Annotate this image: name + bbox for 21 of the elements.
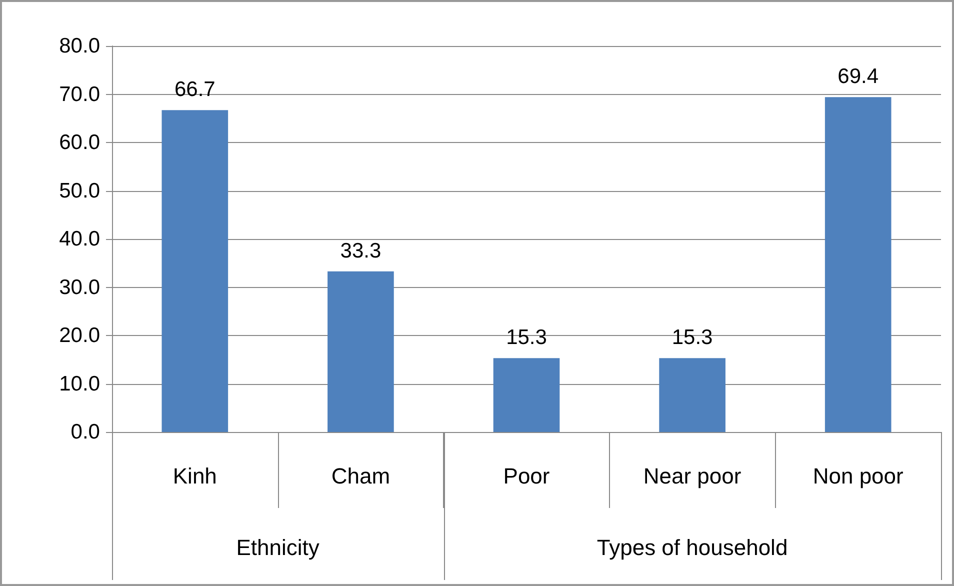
y-tick-label: 10.0 [59,372,100,396]
y-tick-label: 40.0 [59,228,100,250]
data-label: 69.4 [838,65,879,88]
data-label: 33.3 [340,239,382,262]
data-label: 15.3 [672,326,713,350]
y-tick-label: 70.0 [59,82,100,106]
data-label: 15.3 [506,326,547,350]
y-tick-label: 0.0 [70,420,100,444]
text: Ethnicity [235,535,320,561]
text: Types of household [596,535,789,561]
x-tick-label: Near poor [643,464,742,488]
y-tick-label: 60.0 [59,131,100,154]
y-tick-label: 30.0 [59,276,100,299]
y-tick-label: 80.0 [59,34,100,58]
y-tick-label: 50.0 [59,179,100,202]
x-tick-label: Kinh [172,464,217,488]
y-tick-label: 20.0 [59,324,100,347]
x-tick-label: Cham [331,464,390,488]
data-label: 66.7 [174,78,216,102]
x-tick-label: Poor [503,464,550,488]
x-tick-label: Non poor [812,464,904,488]
